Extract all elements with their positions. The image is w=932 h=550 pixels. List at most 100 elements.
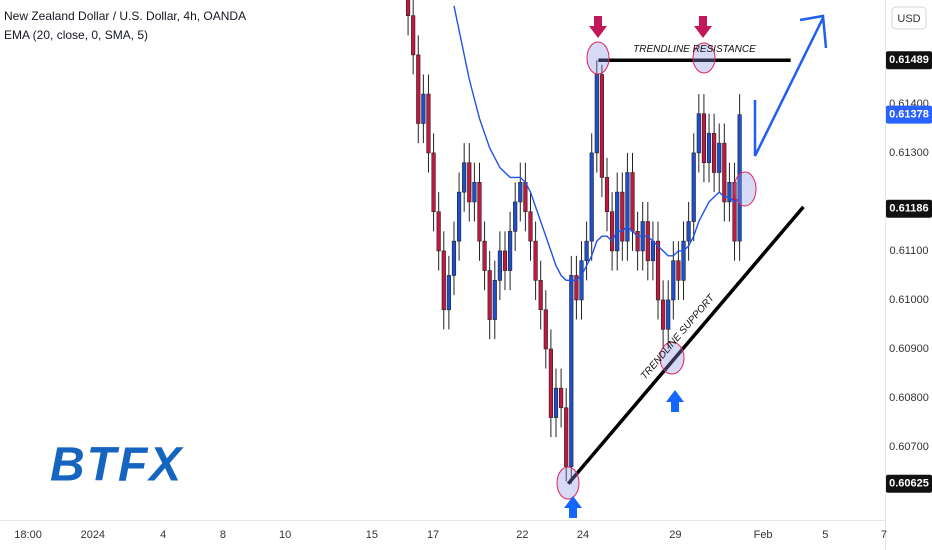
candle-body [487, 270, 492, 320]
up-arrow [564, 496, 582, 518]
candle-body [701, 113, 707, 164]
candle-body [599, 74, 604, 178]
candle-body [446, 275, 451, 311]
x-tick-label: 2024 [81, 529, 105, 541]
candle-body [666, 299, 671, 330]
price-label-box [886, 105, 932, 124]
candle-body [462, 162, 467, 193]
candle-body [584, 240, 589, 262]
candle-body [727, 182, 732, 203]
candle-body [681, 240, 686, 281]
candle-body [661, 299, 666, 330]
x-tick-label: 29 [669, 529, 681, 541]
y-tick-label: 0.60700 [889, 441, 929, 453]
price-label-box [886, 199, 932, 218]
candle-body [564, 407, 569, 467]
down-arrow [694, 16, 712, 38]
candle-body [696, 113, 701, 154]
candle-body [477, 182, 482, 242]
currency-box[interactable] [891, 6, 927, 30]
candle-body [553, 387, 559, 418]
x-tick-label: 18:00 [14, 529, 42, 541]
x-tick-label: 4 [160, 529, 166, 541]
chart-title: New Zealand Dollar / U.S. Dollar, 4h, OA… [4, 9, 246, 23]
candle-body [589, 152, 594, 242]
candle-body [615, 191, 620, 252]
highlight-circle [692, 42, 716, 74]
price-label: 0.61378 [889, 109, 929, 121]
y-tick-label: 0.60800 [889, 392, 929, 404]
candle-body [405, 0, 411, 16]
candle-body [691, 152, 696, 222]
candle-body [441, 250, 446, 311]
candle-body [451, 240, 457, 276]
plot-area [405, 0, 805, 485]
projection-arrow [753, 14, 828, 157]
candle-body [518, 182, 523, 203]
candle-body [513, 201, 518, 232]
candle-body [706, 133, 712, 164]
y-tick-label: 0.60900 [889, 343, 929, 355]
candle-body [574, 275, 579, 301]
candle-body [533, 240, 538, 281]
candle-body [737, 114, 742, 242]
candle-body [538, 280, 543, 311]
currency: USD [897, 13, 920, 25]
candle-body [416, 54, 421, 124]
price-label-box [886, 474, 932, 493]
candle-body [508, 231, 513, 271]
highlight-circle [586, 41, 610, 75]
candle-body [431, 152, 436, 213]
candle-body [650, 240, 655, 262]
highlight-circle [733, 171, 757, 207]
y-tick-label: 0.61100 [890, 245, 929, 257]
price-label: 0.60625 [889, 478, 929, 490]
candle-body [594, 74, 599, 154]
candle-body [610, 211, 615, 252]
x-tick-label: 8 [220, 529, 226, 541]
candle-body [502, 250, 508, 271]
candle-body [543, 309, 548, 350]
candle-body [569, 275, 574, 467]
up-arrow [666, 390, 684, 412]
candle-body [559, 387, 564, 409]
candle-body [497, 250, 502, 281]
candle-body [548, 348, 553, 418]
candle-body [676, 260, 681, 281]
highlight-circle [659, 341, 685, 375]
x-tick-label: 7 [881, 529, 887, 541]
x-tick-label: 5 [822, 529, 828, 541]
candle-body [467, 162, 472, 203]
trendline [566, 205, 805, 485]
candle-body [523, 182, 528, 213]
annotations: BTFX [50, 14, 828, 518]
candle-body [528, 211, 533, 242]
candle-body [421, 93, 426, 124]
trendline-label: TRENDLINE RESISTANCE [633, 44, 756, 55]
price-label: 0.61186 [889, 203, 928, 215]
candle-body [625, 172, 630, 242]
price-label: 0.61489 [889, 54, 929, 66]
x-tick-label: 22 [516, 529, 528, 541]
candle-body [579, 260, 584, 301]
candle-body [482, 240, 487, 271]
y-tick-label: 0.61300 [889, 147, 929, 159]
down-arrow [589, 16, 607, 38]
x-tick-label: Feb [754, 529, 773, 541]
candle-body [426, 93, 431, 154]
candle-body [630, 172, 635, 232]
candle-body [645, 221, 650, 262]
candle-body [712, 133, 717, 173]
indicator-legend: EMA (20, close, 0, SMA, 5) [4, 28, 148, 42]
candle-body [635, 231, 640, 252]
highlight-circle [556, 466, 580, 500]
x-tick-label: 15 [366, 529, 378, 541]
candle-body [671, 260, 676, 301]
candle-body [472, 182, 477, 203]
x-tick-label: 24 [577, 529, 589, 541]
x-tick-label: 17 [427, 529, 439, 541]
candle-body [436, 211, 441, 252]
candle-body [492, 280, 497, 320]
